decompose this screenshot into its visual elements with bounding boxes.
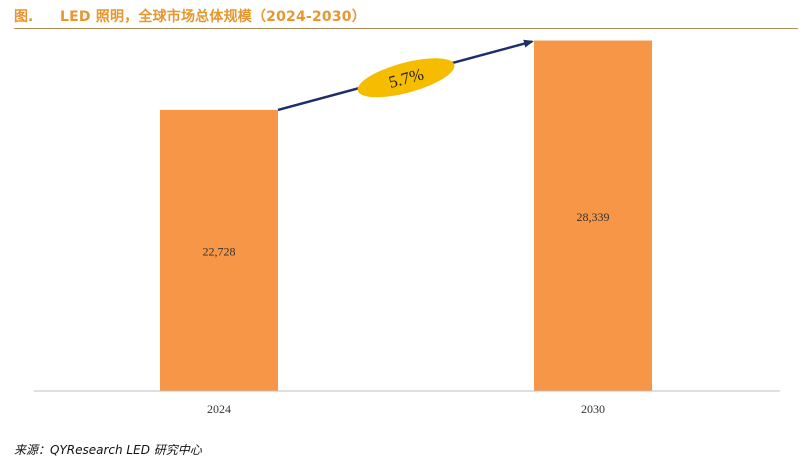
figure-label: 图. [14, 9, 34, 25]
bar-2024 [160, 109, 278, 392]
source-note: 来源：QYResearch LED 研究中心 [14, 443, 202, 457]
x-tick-label-2030: 2030 [581, 402, 605, 416]
figure-title: LED 照明，全球市场总体规模（2024-2030） [60, 9, 366, 25]
growth-rate-ellipse [357, 58, 455, 98]
bar-2030 [534, 40, 652, 391]
figure-header: 图. LED 照明，全球市场总体规模（2024-2030） [14, 4, 798, 29]
data-label-2024: 22,728 [203, 244, 236, 258]
x-tick-label-2024: 2024 [207, 402, 231, 416]
data-label-2030: 28,339 [577, 210, 610, 224]
